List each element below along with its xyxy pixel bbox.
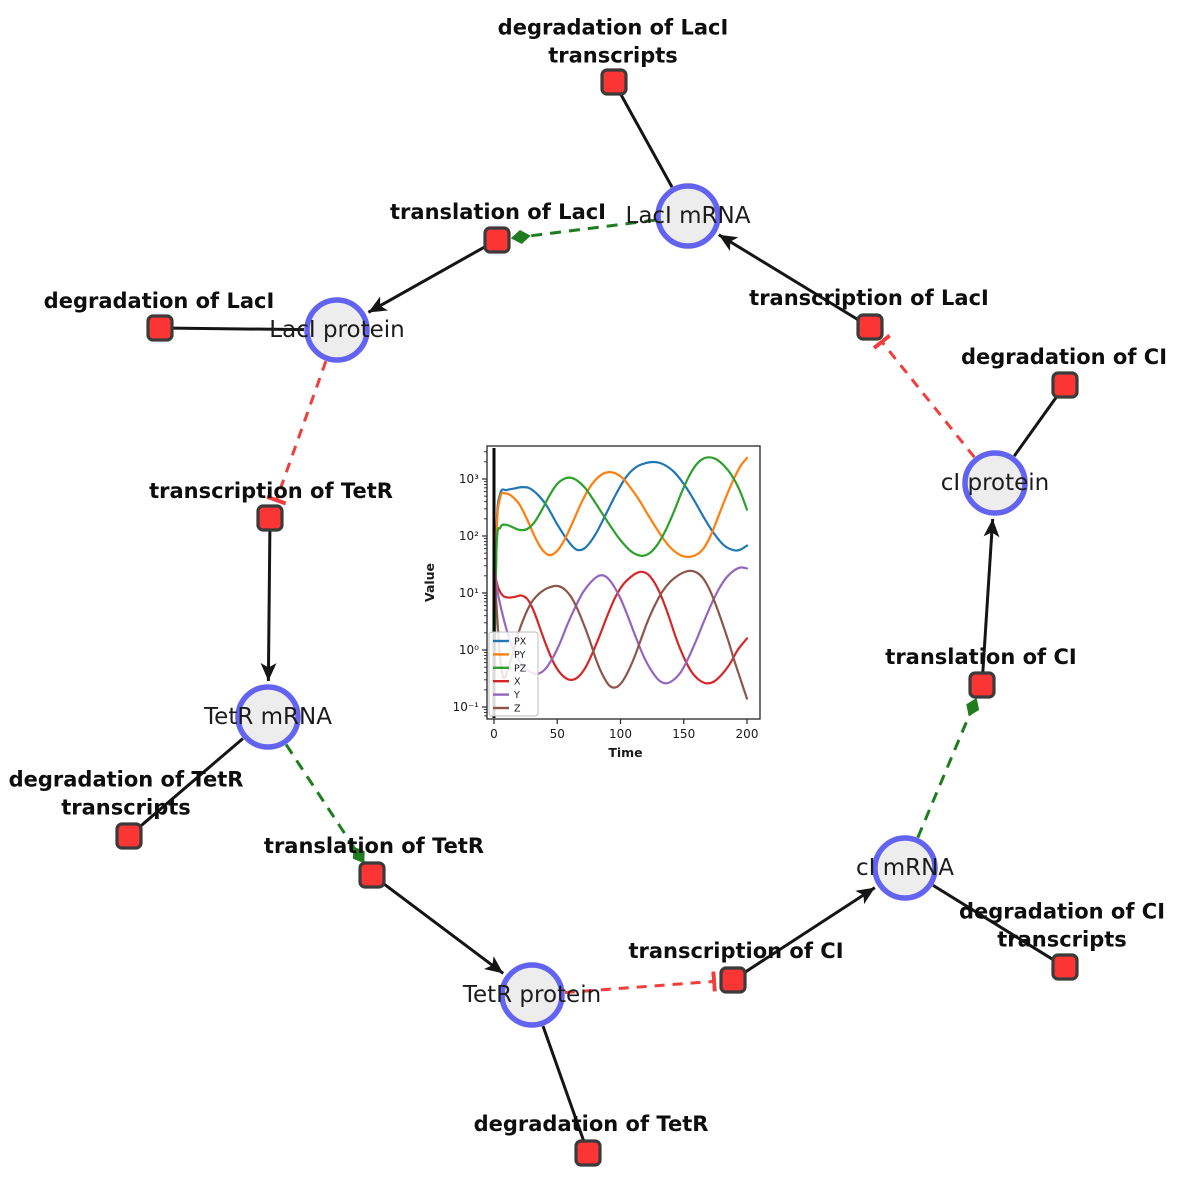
- reaction-node-r_deg_lacI[interactable]: [146, 314, 174, 342]
- edge-reactant-lacI_protein-to-r_deg_lacI: [171, 326, 305, 332]
- x-tick-label: 50: [550, 727, 565, 741]
- reaction-node-r_transl_lacI[interactable]: [483, 226, 511, 254]
- species-node-tetR_mRNA[interactable]: [235, 684, 301, 750]
- edge-inhibition-cI_protein-to-r_transcr_lacI: [872, 334, 976, 459]
- x-tick-label: 0: [490, 727, 498, 741]
- series-line-PY: [492, 456, 749, 709]
- legend-label-Z: Z: [514, 704, 521, 715]
- series-layer: [492, 456, 749, 709]
- x-tick-label: 200: [736, 727, 759, 741]
- reaction-node-r_transcr_tetR[interactable]: [256, 504, 284, 532]
- species-node-lacI_protein[interactable]: [304, 297, 370, 363]
- x-axis-title: Time: [608, 745, 642, 760]
- series-line-PZ: [492, 456, 749, 709]
- species-node-cI_protein[interactable]: [962, 450, 1028, 516]
- y-tick-label: 10⁻¹: [453, 700, 480, 714]
- species-node-cI_mRNA[interactable]: [872, 835, 938, 901]
- edge-modifier-tetR_mRNA-to-r_transl_tetR: [284, 743, 366, 864]
- edge-reactant-lacI_mRNA-to-r_deg_lacI_tx: [618, 91, 674, 188]
- edge-product-r_transcr_tetR-to-tetR_mRNA: [260, 529, 277, 682]
- edge-reactant-tetR_mRNA-to-r_deg_tetR_tx: [137, 737, 244, 830]
- timeseries-inset-chart: 10⁻¹ 10⁰ 10¹ 10² 10³ 0 50 100 150 200 Time Value PX P…: [422, 445, 761, 760]
- y-tick-label: 10⁰: [459, 643, 479, 657]
- edge-product-r_transl_cI-to-cI_protein: [981, 518, 1000, 674]
- series-line-X: [492, 568, 749, 685]
- reaction-node-r_deg_cI[interactable]: [1051, 371, 1079, 399]
- legend-label-PZ: PZ: [514, 663, 527, 674]
- species-node-tetR_protein[interactable]: [499, 962, 565, 1028]
- reaction-node-r_deg_tetR_tx[interactable]: [115, 822, 143, 850]
- x-tick-label: 150: [672, 727, 695, 741]
- edge-product-r_transcr_cI-to-cI_mRNA: [742, 886, 876, 975]
- y-tick-label: 10³: [459, 472, 479, 486]
- legend-label-PY: PY: [514, 650, 526, 661]
- reaction-node-r_deg_cI_tx[interactable]: [1051, 953, 1079, 981]
- series-line-PX: [492, 460, 749, 709]
- legend-label-PX: PX: [514, 637, 527, 648]
- species-node-lacI_mRNA[interactable]: [655, 183, 721, 249]
- y-tick-label: 10²: [459, 529, 479, 543]
- reaction-node-r_transcr_lacI[interactable]: [856, 313, 884, 341]
- reaction-node-r_transcr_cI[interactable]: [719, 966, 747, 994]
- x-tick-label: 100: [609, 727, 632, 741]
- reaction-node-r_transl_cI[interactable]: [968, 671, 996, 699]
- y-axis-title: Value: [422, 563, 437, 602]
- reaction-node-r_transl_tetR[interactable]: [358, 861, 386, 889]
- legend-label-Y: Y: [513, 690, 520, 701]
- edge-product-r_transcr_lacI-to-lacI_mRNA: [717, 233, 861, 323]
- edge-modifier-lacI_mRNA-to-r_transl_lacI: [510, 218, 656, 244]
- reaction-node-r_deg_lacI_tx[interactable]: [600, 68, 628, 96]
- reaction-node-r_deg_tetR[interactable]: [574, 1139, 602, 1167]
- edge-inhibition-lacI_protein-to-r_transcr_tetR: [266, 360, 328, 506]
- edge-reactant-tetR_protein-to-r_deg_tetR: [541, 1025, 586, 1143]
- y-tick-label: 10¹: [459, 586, 479, 600]
- edge-reactant-cI_protein-to-r_deg_cI: [1012, 393, 1060, 458]
- edge-modifier-cI_mRNA-to-r_transl_cI: [916, 697, 980, 839]
- edge-inhibition-tetR_protein-to-r_transcr_cI: [564, 971, 717, 995]
- legend-label-X: X: [514, 677, 521, 688]
- edge-reactant-cI_mRNA-to-r_deg_cI_tx: [932, 884, 1056, 962]
- edge-product-r_transl_lacI-to-lacI_protein: [367, 244, 488, 314]
- edge-product-r_transl_tetR-to-tetR_protein: [380, 881, 505, 975]
